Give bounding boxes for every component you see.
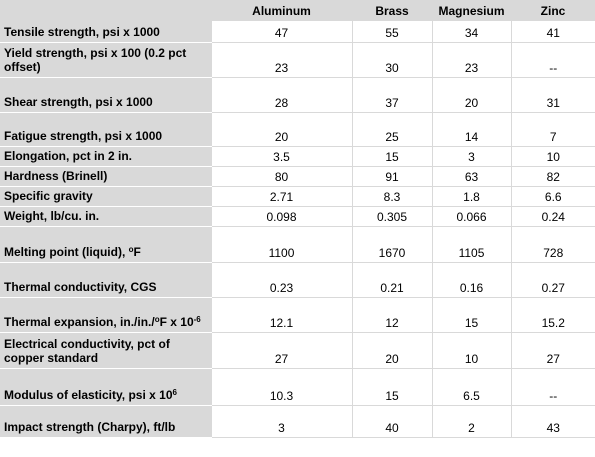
cell-value: 2.71	[210, 186, 352, 207]
row-label: Modulus of elasticity, psi x 106	[0, 368, 211, 406]
table-row: Melting point (liquid), oF 1100 1670 110…	[0, 226, 595, 263]
row-label: Thermal expansion, in./in./oF x 10-6	[0, 297, 211, 333]
cell-value: 27	[210, 332, 352, 369]
cell-value: 2	[431, 405, 511, 438]
header-row: Aluminum Brass Magnesium Zinc	[0, 0, 595, 21]
cell-value: 1670	[351, 226, 432, 263]
row-label: Electrical conductivity, pct of copper s…	[0, 332, 211, 369]
table-row: Tensile strength, psi x 1000 47 55 34 41	[0, 21, 595, 43]
cell-value: 15.2	[510, 297, 595, 333]
cell-value: 82	[510, 166, 595, 187]
table-row: Modulus of elasticity, psi x 106 10.3 15…	[0, 368, 595, 406]
cell-value: 30	[351, 42, 432, 78]
cell-value: 43	[510, 405, 595, 438]
cell-value: 8.3	[351, 186, 432, 207]
cell-value: 0.16	[431, 262, 511, 298]
cell-value: 23	[210, 42, 352, 78]
row-label: Melting point (liquid), oF	[0, 226, 211, 263]
row-label: Elongation, pct in 2 in.	[0, 146, 211, 167]
cell-value: 12.1	[210, 297, 352, 333]
cell-value: 0.21	[351, 262, 432, 298]
cell-value: 10	[510, 146, 595, 167]
cell-value: 728	[510, 226, 595, 263]
cell-value: 0.066	[431, 206, 511, 227]
table-row: Electrical conductivity, pct of copper s…	[0, 332, 595, 369]
cell-value: 37	[351, 77, 432, 113]
cell-value: 41	[510, 21, 595, 43]
table-row: Weight, lb/cu. in. 0.098 0.305 0.066 0.2…	[0, 206, 595, 227]
cell-value: 10	[431, 332, 511, 369]
cell-value: --	[510, 368, 595, 406]
cell-value: 40	[351, 405, 432, 438]
cell-value: 15	[431, 297, 511, 333]
cell-value: 1.8	[431, 186, 511, 207]
cell-value: 14	[431, 112, 511, 147]
cell-value: 27	[510, 332, 595, 369]
cell-value: 3	[431, 146, 511, 167]
cell-value: 28	[210, 77, 352, 113]
properties-table: Aluminum Brass Magnesium Zinc Tensile st…	[0, 0, 595, 438]
row-label: Weight, lb/cu. in.	[0, 206, 211, 227]
cell-value: 1105	[431, 226, 511, 263]
cell-value: 20	[351, 332, 432, 369]
row-label: Specific gravity	[0, 186, 211, 207]
cell-value: 12	[351, 297, 432, 333]
cell-value: 31	[510, 77, 595, 113]
row-label: Hardness (Brinell)	[0, 166, 211, 187]
cell-value: --	[510, 42, 595, 78]
row-label: Yield strength, psi x 100 (0.2 pct offse…	[0, 42, 211, 78]
row-label: Shear strength, psi x 1000	[0, 77, 211, 113]
header-corner-cell	[0, 0, 212, 21]
cell-value: 0.305	[351, 206, 432, 227]
cell-value: 91	[351, 166, 432, 187]
header-magnesium: Magnesium	[432, 0, 512, 21]
cell-value: 10.3	[210, 368, 352, 406]
table-row: Fatigue strength, psi x 1000 20 25 14 7	[0, 112, 595, 147]
cell-value: 63	[431, 166, 511, 187]
cell-value: 6.6	[510, 186, 595, 207]
cell-value: 23	[431, 42, 511, 78]
cell-value: 0.098	[210, 206, 352, 227]
header-aluminum: Aluminum	[211, 0, 353, 21]
table-row: Hardness (Brinell) 80 91 63 82	[0, 166, 595, 187]
cell-value: 15	[351, 146, 432, 167]
cell-value: 6.5	[431, 368, 511, 406]
row-label: Tensile strength, psi x 1000	[0, 21, 211, 43]
header-brass: Brass	[352, 0, 433, 21]
table-row: Thermal conductivity, CGS 0.23 0.21 0.16…	[0, 262, 595, 298]
table-row: Thermal expansion, in./in./oF x 10-6 12.…	[0, 297, 595, 333]
cell-value: 20	[210, 112, 352, 147]
cell-value: 15	[351, 368, 432, 406]
cell-value: 0.27	[510, 262, 595, 298]
row-label: Impact strength (Charpy), ft/lb	[0, 405, 211, 438]
table-row: Shear strength, psi x 1000 28 37 20 31	[0, 77, 595, 113]
row-label: Fatigue strength, psi x 1000	[0, 112, 211, 147]
table-row: Specific gravity 2.71 8.3 1.8 6.6	[0, 186, 595, 207]
cell-value: 55	[351, 21, 432, 43]
table-row: Impact strength (Charpy), ft/lb 3 40 2 4…	[0, 405, 595, 438]
row-label: Thermal conductivity, CGS	[0, 262, 211, 298]
cell-value: 20	[431, 77, 511, 113]
cell-value: 7	[510, 112, 595, 147]
cell-value: 80	[210, 166, 352, 187]
table-row: Elongation, pct in 2 in. 3.5 15 3 10	[0, 146, 595, 167]
cell-value: 0.24	[510, 206, 595, 227]
cell-value: 3	[210, 405, 352, 438]
table-row: Yield strength, psi x 100 (0.2 pct offse…	[0, 42, 595, 78]
cell-value: 25	[351, 112, 432, 147]
cell-value: 34	[431, 21, 511, 43]
cell-value: 0.23	[210, 262, 352, 298]
cell-value: 1100	[210, 226, 352, 263]
header-zinc: Zinc	[511, 0, 595, 21]
cell-value: 3.5	[210, 146, 352, 167]
cell-value: 47	[210, 21, 352, 43]
